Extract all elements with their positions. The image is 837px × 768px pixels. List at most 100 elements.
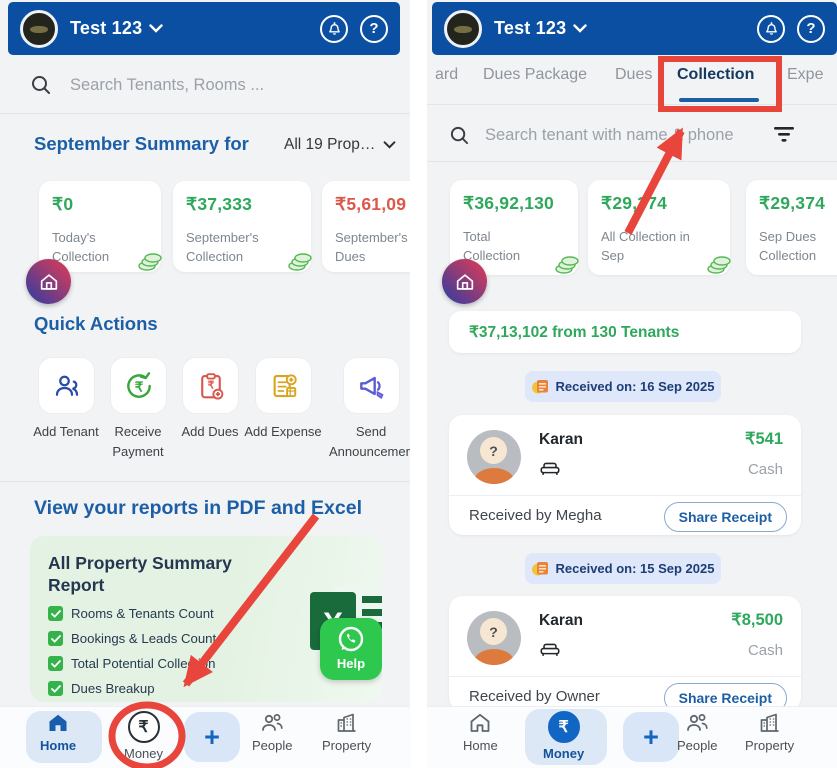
report-item-label: Rooms & Tenants Count	[71, 606, 214, 621]
summary-card[interactable]: ₹0 Today's Collection	[39, 181, 162, 272]
calendar-icon	[531, 380, 548, 394]
avatar-torso	[474, 468, 514, 484]
search-placeholder: Search Tenants, Rooms ...	[70, 75, 265, 94]
report-card[interactable]: All Property Summary Report Rooms & Tena…	[30, 536, 382, 702]
filter-icon[interactable]	[773, 126, 795, 144]
chevron-down-icon[interactable]	[573, 24, 588, 33]
whatsapp-icon	[338, 626, 364, 652]
nav-property[interactable]: Property	[322, 711, 371, 753]
divider	[0, 113, 410, 114]
receive-payment-button[interactable]: ₹	[110, 357, 167, 414]
receive-payment-icon: ₹	[126, 371, 151, 398]
nav-label: People	[252, 738, 293, 753]
property-title[interactable]: Test 123	[70, 18, 143, 38]
search-icon	[32, 76, 50, 94]
tenant-avatar: ?	[467, 611, 521, 665]
property-logo[interactable]	[20, 9, 58, 48]
entry-amount: ₹8,500	[731, 611, 783, 629]
bottom-nav: Home ₹ Money + People Property	[427, 706, 837, 768]
search-bar[interactable]: Search Tenants, Rooms ...	[30, 68, 264, 102]
nav-people[interactable]: People	[677, 711, 717, 753]
search-bar[interactable]: Search tenant with name & phone	[449, 120, 734, 150]
nav-property[interactable]: Property	[745, 711, 794, 753]
divider	[427, 104, 837, 105]
notification-bell-icon[interactable]	[757, 14, 785, 43]
summary-card[interactable]: ₹29,374 Sep Dues Collection	[746, 180, 837, 275]
add-expense-icon	[273, 373, 297, 397]
nav-label: Home	[40, 738, 77, 753]
nav-add-button[interactable]: +	[623, 712, 679, 762]
entry-amount: ₹541	[744, 430, 783, 448]
summary-card[interactable]: ₹5,61,09 September's Dues	[322, 181, 410, 272]
quick-action-label: Send Announcement	[329, 424, 410, 460]
chevron-down-icon[interactable]	[149, 24, 164, 33]
add-tenant-button[interactable]	[38, 357, 95, 414]
add-dues-button[interactable]: ₹	[182, 357, 239, 414]
send-announcement-button[interactable]	[343, 357, 400, 414]
card-label: Today's Collection	[52, 230, 110, 264]
tenant-name: Karan	[539, 612, 583, 629]
share-receipt-button[interactable]: Share Receipt	[663, 502, 787, 532]
card-value: ₹5,61,09	[335, 194, 407, 214]
reports-heading: View your reports in PDF and Excel	[34, 497, 362, 519]
nav-people[interactable]: People	[252, 711, 292, 753]
floating-home-badge[interactable]	[26, 259, 71, 304]
quick-action-label: Receive Payment	[112, 424, 164, 460]
nav-label: Home	[463, 738, 498, 753]
nav-label: Money	[543, 746, 585, 761]
bottom-nav: Home ₹ Money + People Property	[0, 706, 410, 768]
quick-action-label: Add Dues	[181, 424, 239, 439]
received-by: Received by Owner	[469, 688, 600, 705]
card-label: All Collection in Sep	[601, 229, 690, 263]
payment-mode: Cash	[747, 461, 783, 478]
tab-collection[interactable]: Collection	[677, 66, 755, 83]
property-filter-dropdown[interactable]: All 19 Prop…	[284, 136, 396, 154]
collection-entry[interactable]: ? Karan ₹8,500 Cash Received by Owner Sh…	[449, 596, 801, 713]
tab-dues-package[interactable]: Dues Package	[483, 66, 588, 83]
report-item-label: Bookings & Leads Count	[71, 631, 217, 646]
summary-card[interactable]: ₹37,333 September's Collection	[173, 181, 312, 272]
add-expense-button[interactable]	[255, 357, 312, 414]
tenant-name: Karan	[539, 431, 583, 448]
nav-money[interactable]: ₹ Money	[543, 711, 584, 761]
quick-actions-heading: Quick Actions	[34, 313, 158, 334]
home-icon	[40, 273, 57, 290]
whatsapp-help-button[interactable]: Help	[320, 618, 382, 680]
report-item: Rooms & Tenants Count	[48, 606, 214, 621]
card-value: ₹29,374	[759, 193, 826, 213]
coins-icon	[555, 256, 579, 274]
coins-icon	[707, 256, 731, 274]
notification-bell-icon[interactable]	[320, 14, 348, 43]
coins-icon	[288, 253, 312, 271]
floating-home-badge[interactable]	[442, 259, 487, 304]
people-icon	[687, 714, 708, 731]
report-item-label: Total Potential Collection	[71, 656, 216, 671]
help-icon[interactable]: ?	[360, 14, 388, 43]
bed-icon	[540, 643, 560, 656]
nav-home[interactable]: Home	[463, 711, 498, 753]
home-icon	[470, 713, 490, 732]
collection-entry[interactable]: ? Karan ₹541 Cash Received by Megha Shar…	[449, 415, 801, 535]
quick-action-label: Add Expense	[244, 424, 322, 439]
card-value: ₹0	[52, 194, 74, 214]
summary-card[interactable]: ₹29,374 All Collection in Sep	[588, 180, 731, 275]
nav-label: Property	[745, 738, 795, 753]
nav-add-button[interactable]: +	[184, 712, 240, 762]
property-title[interactable]: Test 123	[494, 18, 567, 38]
nav-money[interactable]: ₹ Money	[124, 711, 163, 761]
card-value: ₹36,92,130	[463, 193, 554, 213]
search-placeholder: Search tenant with name & phone	[485, 125, 734, 144]
help-icon[interactable]: ?	[797, 14, 825, 43]
tab-dues[interactable]: Dues	[615, 66, 653, 83]
building-icon	[760, 713, 779, 732]
tenant-avatar: ?	[467, 430, 521, 484]
nav-home[interactable]: Home	[40, 711, 76, 753]
check-icon	[48, 656, 63, 671]
tab-expenses[interactable]: Expe	[787, 66, 824, 83]
divider	[449, 495, 801, 496]
tab-dashboard[interactable]: ard	[435, 66, 459, 83]
people-icon	[262, 714, 283, 731]
report-item: Dues Breakup	[48, 681, 155, 696]
home-icon	[49, 714, 67, 731]
property-logo[interactable]	[444, 9, 482, 48]
